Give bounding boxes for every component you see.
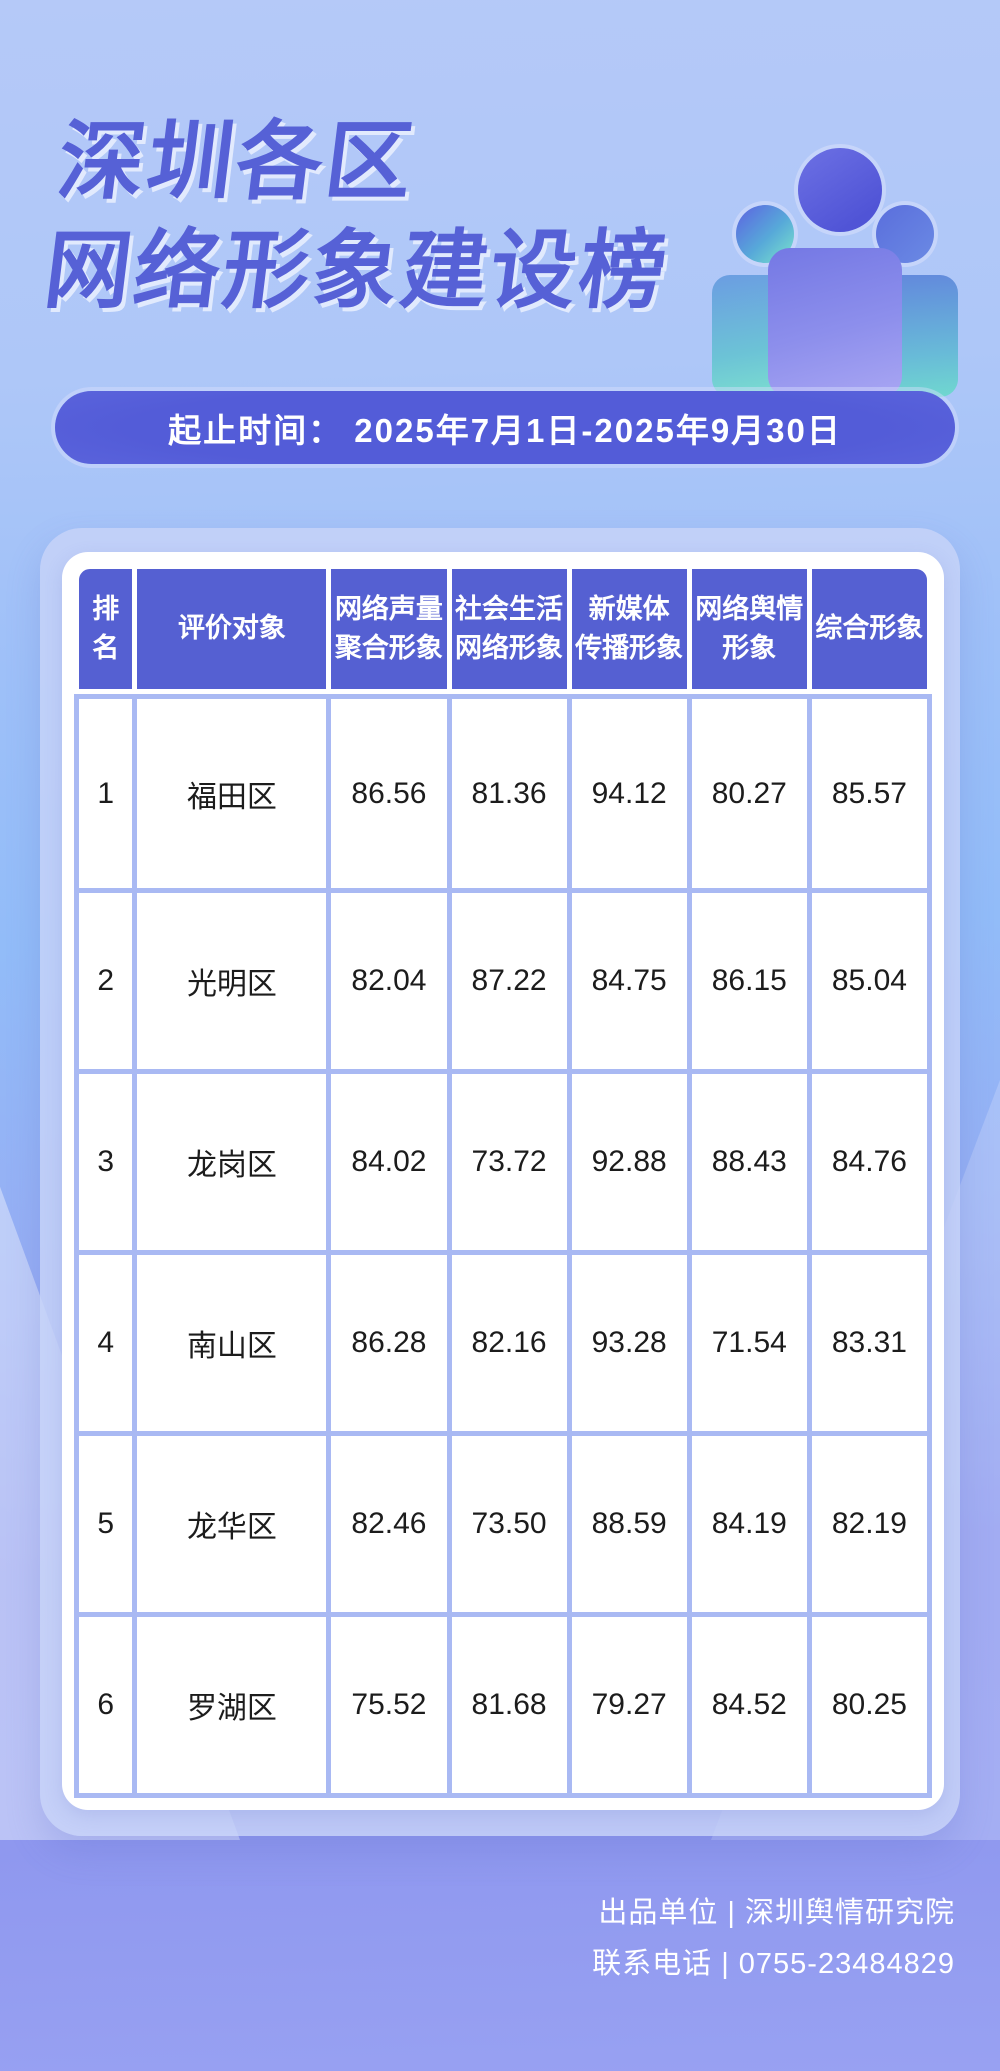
rank-cell: 4	[74, 1255, 138, 1437]
rank-cell: 1	[74, 694, 138, 894]
district-cell: 罗湖区	[137, 1617, 332, 1798]
score-cell: 84.19	[691, 1436, 812, 1618]
col-header-rank: 排名	[74, 564, 138, 694]
person-center-body-icon	[768, 248, 902, 398]
footer-publisher: 出品单位 | 深圳舆情研究院	[598, 1897, 955, 1929]
col-header-overall-image: 综合形象	[811, 564, 932, 694]
score-cell: 88.59	[571, 1436, 692, 1618]
rank-cell: 5	[74, 1436, 138, 1618]
score-cell: 73.72	[451, 1074, 572, 1256]
district-cell: 南山区	[137, 1255, 332, 1437]
score-cell: 79.27	[571, 1617, 692, 1798]
score-cell: 81.68	[451, 1617, 572, 1798]
date-range-text: 起止时间： 2025年7月1日-2025年9月30日	[168, 411, 842, 449]
footer: 出品单位 | 深圳舆情研究院 联系电话 | 0755-23484829	[592, 1888, 955, 1990]
page-title: 深圳各区 网络形象建设榜	[39, 108, 689, 326]
footer-phone: 联系电话 | 0755-23484829	[592, 1947, 955, 1980]
district-cell: 福田区	[137, 694, 332, 894]
score-cell: 84.52	[691, 1617, 812, 1798]
score-cell: 88.43	[691, 1074, 812, 1256]
score-cell: 86.56	[331, 694, 452, 894]
table-row: 2 光明区 82.04 87.22 84.75 86.15 85.04	[74, 893, 932, 1075]
score-cell: 86.28	[331, 1255, 452, 1437]
score-cell: 83.31	[811, 1255, 932, 1437]
score-cell: 80.27	[691, 694, 812, 894]
score-cell: 84.75	[571, 893, 692, 1075]
ranking-table-card: 排名 评价对象 网络声量 聚合形象 社会生活 网络形象 新媒体 传播形象 网络舆情 形象…	[62, 552, 944, 1810]
header-row: 排名 评价对象 网络声量 聚合形象 社会生活 网络形象 新媒体 传播形象 网络舆情 形象…	[74, 564, 932, 694]
score-cell: 75.52	[331, 1617, 452, 1798]
person-center-head-icon	[798, 148, 882, 232]
score-cell: 86.15	[691, 893, 812, 1075]
col-header-target: 评价对象	[137, 564, 332, 694]
score-cell: 85.57	[811, 694, 932, 894]
score-cell: 85.04	[811, 893, 932, 1075]
district-cell: 龙岗区	[137, 1074, 332, 1256]
date-range-banner: 起止时间： 2025年7月1日-2025年9月30日	[55, 391, 955, 464]
col-header-volume-image: 网络声量 聚合形象	[331, 564, 452, 694]
score-cell: 92.88	[571, 1074, 692, 1256]
score-cell: 93.28	[571, 1255, 692, 1437]
col-header-public-opinion-image: 网络舆情 形象	[691, 564, 812, 694]
score-cell: 84.02	[331, 1074, 452, 1256]
score-cell: 82.16	[451, 1255, 572, 1437]
people-group-icon	[706, 145, 958, 398]
score-cell: 94.12	[571, 694, 692, 894]
score-cell: 82.19	[811, 1436, 932, 1618]
page-title-line1: 深圳各区	[52, 114, 421, 210]
table-row: 3 龙岗区 84.02 73.72 92.88 88.43 84.76	[74, 1074, 932, 1256]
page-title-line2: 网络形象建设榜	[39, 223, 675, 320]
score-cell: 73.50	[451, 1436, 572, 1618]
table-row: 1 福田区 86.56 81.36 94.12 80.27 85.57	[74, 694, 932, 894]
table-row: 4 南山区 86.28 82.16 93.28 71.54 83.31	[74, 1255, 932, 1437]
score-cell: 84.76	[811, 1074, 932, 1256]
rank-cell: 6	[74, 1617, 138, 1798]
rank-cell: 3	[74, 1074, 138, 1256]
score-cell: 81.36	[451, 694, 572, 894]
score-cell: 71.54	[691, 1255, 812, 1437]
score-cell: 82.04	[331, 893, 452, 1075]
ranking-table: 排名 评价对象 网络声量 聚合形象 社会生活 网络形象 新媒体 传播形象 网络舆情 形象…	[74, 564, 932, 1798]
table-row: 5 龙华区 82.46 73.50 88.59 84.19 82.19	[74, 1436, 932, 1618]
score-cell: 87.22	[451, 893, 572, 1075]
score-cell: 80.25	[811, 1617, 932, 1798]
col-header-social-life-image: 社会生活 网络形象	[451, 564, 572, 694]
district-cell: 龙华区	[137, 1436, 332, 1618]
district-cell: 光明区	[137, 893, 332, 1075]
col-header-new-media-image: 新媒体 传播形象	[571, 564, 692, 694]
table-row: 6 罗湖区 75.52 81.68 79.27 84.52 80.25	[74, 1617, 932, 1798]
rank-cell: 2	[74, 893, 138, 1075]
score-cell: 82.46	[331, 1436, 452, 1618]
